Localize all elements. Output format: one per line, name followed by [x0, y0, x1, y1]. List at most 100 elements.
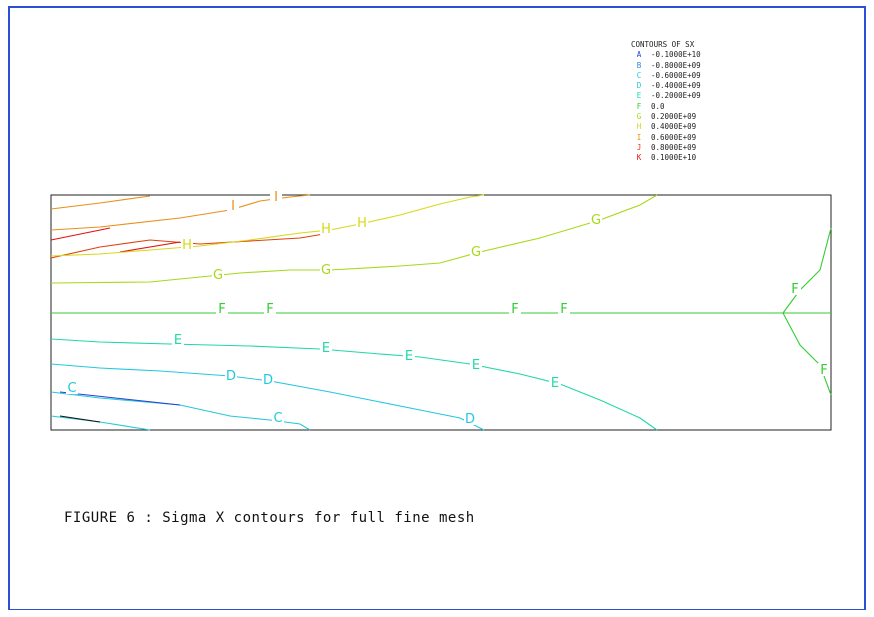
legend-item: E -0.2000E+09 — [631, 91, 701, 101]
legend-value: -0.6000E+09 — [651, 70, 701, 80]
contour-label-bg — [227, 199, 239, 212]
legend-key: D — [636, 81, 642, 91]
contour-label-bg — [66, 381, 78, 394]
contour-label: E — [472, 358, 480, 373]
contour-label-bg — [272, 411, 284, 424]
legend-items: A -0.1000E+10 B -0.8000E+09 C -0.6000E+09 D -0.… — [631, 50, 701, 163]
legend-item: B -0.8000E+09 — [631, 61, 701, 71]
contour-line — [50, 194, 485, 257]
legend-item: K 0.1000E+10 — [631, 153, 701, 163]
contour-line — [50, 232, 331, 259]
contour-line — [782, 227, 832, 314]
legend-key: I — [636, 132, 642, 142]
contour-label: C — [273, 411, 282, 426]
contour-line — [50, 195, 151, 210]
contour-label: D — [263, 373, 273, 388]
legend-item: C -0.6000E+09 — [631, 71, 701, 81]
contour-line — [50, 363, 485, 431]
contour-label-bg — [549, 376, 561, 389]
contour-label: E — [405, 349, 413, 364]
legend-value: 0.8000E+09 — [651, 142, 697, 152]
legend-key: C — [636, 70, 642, 80]
legend-value: 0.2000E+09 — [651, 112, 697, 122]
legend-value: -0.8000E+09 — [651, 60, 701, 70]
legend-key: K — [636, 153, 642, 163]
contour-label-bg — [264, 302, 276, 315]
contour-label: I — [231, 199, 235, 214]
legend-key: E — [636, 91, 642, 101]
legend-key: J — [636, 142, 642, 152]
contour-legend: CONTOURS OF SX A -0.1000E+10 B -0.8000E+09 C… — [631, 40, 701, 164]
contour-label: E — [322, 341, 330, 356]
legend-item: A -0.1000E+10 — [631, 50, 701, 60]
contour-label: G — [471, 245, 481, 260]
contour-segment — [59, 391, 181, 406]
contour-label: D — [465, 412, 475, 427]
figure-caption: FIGURE 6 : Sigma X contours for full fin… — [64, 510, 475, 526]
contour-label: C — [67, 381, 76, 396]
contour-label-bg — [262, 373, 274, 386]
contour-label: G — [213, 268, 223, 283]
legend-item: H 0.4000E+09 — [631, 122, 701, 132]
contour-label: E — [551, 376, 559, 391]
contour-label: F — [791, 282, 798, 297]
contour-line — [50, 194, 658, 284]
legend-key: A — [636, 50, 642, 60]
legend-item: J 0.8000E+09 — [631, 143, 701, 153]
contour-label: D — [226, 369, 236, 384]
contour-label: H — [182, 238, 192, 253]
contour-segment — [50, 227, 111, 241]
contour-line — [782, 312, 832, 396]
legend-key: G — [636, 112, 642, 122]
contour-label-bg — [590, 213, 602, 226]
legend-value: 0.6000E+09 — [651, 132, 697, 142]
legend-value: -0.2000E+09 — [651, 91, 701, 101]
legend-value: -0.4000E+09 — [651, 81, 701, 91]
contour-label-bg — [212, 268, 224, 281]
contour-label: F — [266, 302, 273, 317]
contour-label-bg — [270, 190, 282, 203]
contour-label: H — [357, 216, 367, 231]
contour-label-bg — [470, 358, 482, 371]
contour-label-bg — [320, 222, 332, 235]
contour-label: F — [218, 302, 225, 317]
contour-label: F — [511, 302, 518, 317]
contour-label: F — [820, 363, 827, 378]
contour-label: I — [274, 190, 278, 205]
contour-label: F — [560, 302, 567, 317]
contour-label: E — [174, 333, 182, 348]
contour-label-bg — [558, 302, 570, 315]
contour-label-bg — [470, 245, 482, 258]
contour-line — [50, 415, 151, 431]
legend-value: -0.1000E+10 — [651, 50, 701, 60]
legend-key: H — [636, 122, 642, 132]
contour-label-bg — [320, 263, 332, 276]
contour-label-bg — [181, 238, 193, 251]
contour-label-bg — [225, 369, 237, 382]
figure-frame — [8, 6, 866, 610]
legend-item: D -0.4000E+09 — [631, 81, 701, 91]
legend-item: F 0.0 — [631, 102, 701, 112]
contour-label-bg — [356, 216, 368, 229]
contour-segment — [59, 415, 101, 423]
contour-label-bg — [216, 302, 228, 315]
legend-item: I 0.6000E+09 — [631, 133, 701, 143]
contour-label-bg — [789, 282, 801, 295]
contour-label-bg — [320, 341, 332, 354]
legend-value: 0.4000E+09 — [651, 122, 697, 132]
contour-label-bg — [509, 302, 521, 315]
contour-line — [50, 391, 311, 431]
legend-value: 0.0 — [651, 101, 665, 111]
legend-title: CONTOURS OF SX — [631, 40, 695, 49]
legend-key: F — [636, 101, 642, 111]
legend-item: G 0.2000E+09 — [631, 112, 701, 122]
legend-value: 0.1000E+10 — [651, 153, 697, 163]
contour-label: H — [321, 222, 331, 237]
contour-label-bg — [172, 333, 184, 346]
contour-segment — [119, 241, 181, 253]
legend-key: B — [636, 60, 642, 70]
contour-label-bg — [464, 412, 476, 425]
contour-label-bg — [818, 363, 830, 376]
contour-label: G — [321, 263, 331, 278]
